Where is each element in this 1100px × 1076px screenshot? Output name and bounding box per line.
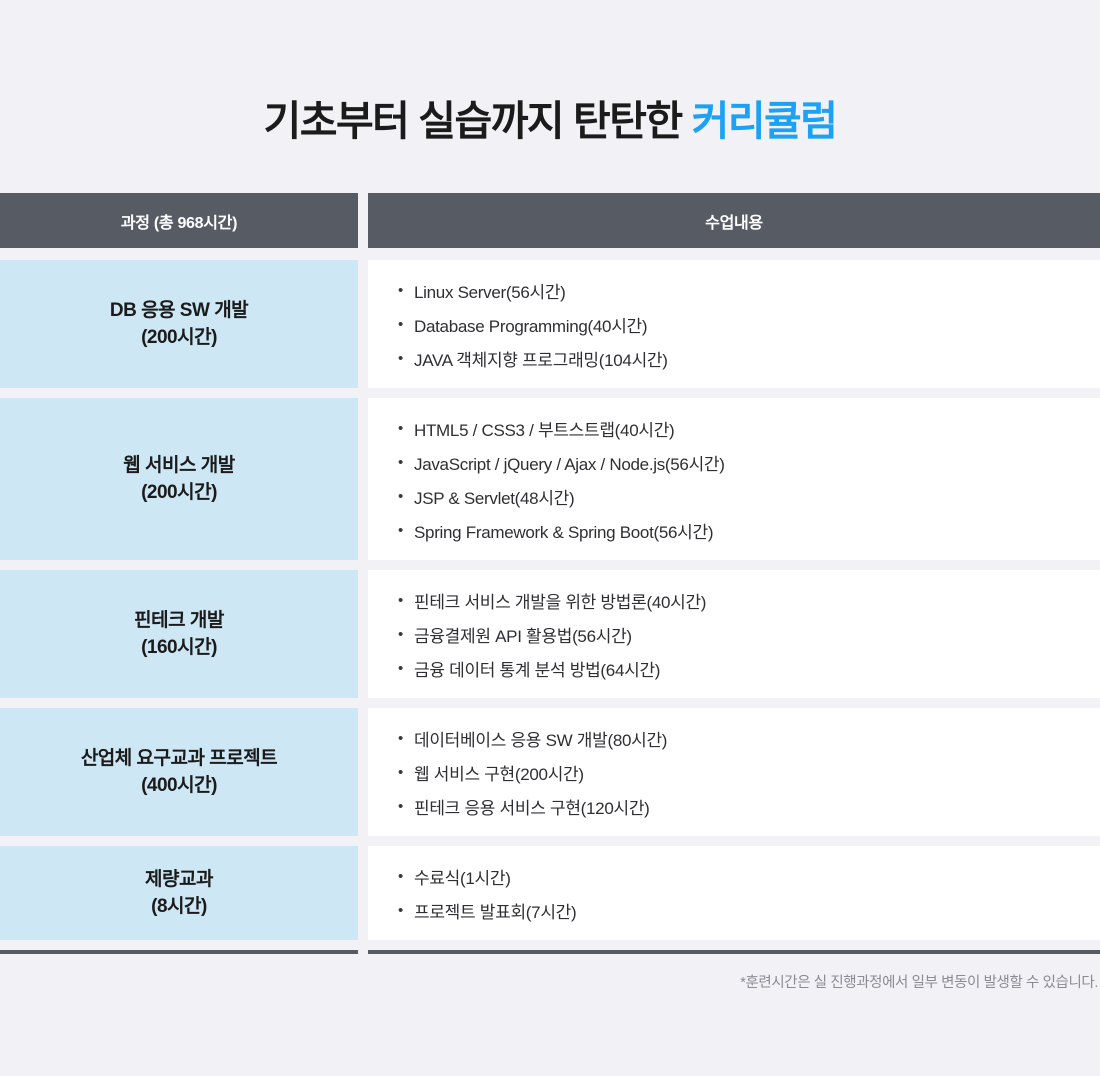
content-cell: • 수료식(1시간) • 프로젝트 발표회(7시간) — [368, 846, 1100, 940]
curriculum-item-label: 수료식(1시간) — [414, 868, 511, 888]
course-name: 산업체 요구교과 프로젝트 — [80, 748, 278, 769]
table-row: 제량교과 (8시간) • 수료식(1시간) • 프로젝트 발표회(7시간) — [0, 846, 1100, 940]
content-column-header: 수업내용 — [368, 193, 1100, 248]
bullet-icon: • — [398, 487, 403, 505]
course-cell: 웹 서비스 개발 (200시간) — [0, 398, 358, 560]
curriculum-item-label: JSP & Servlet(48시간) — [414, 488, 575, 508]
bullet-icon: • — [398, 625, 403, 643]
course-cell: 핀테크 개발 (160시간) — [0, 570, 358, 698]
curriculum-item-label: JAVA 객체지향 프로그래밍(104시간) — [414, 350, 668, 370]
course-hours: (8시간) — [151, 896, 207, 917]
bullet-icon: • — [398, 419, 403, 437]
course-name: 핀테크 개발 — [134, 610, 224, 631]
curriculum-item: • Spring Framework & Spring Boot(56시간) — [398, 513, 1080, 547]
content-cell: • Linux Server(56시간) • Database Programming… — [368, 260, 1100, 388]
curriculum-item: • 핀테크 응용 서비스 구현(120시간) — [398, 789, 1080, 823]
training-hours-footnote: *훈련시간은 실 진행과정에서 일부 변동이 발생할 수 있습니다. — [740, 975, 1098, 991]
bullet-icon: • — [398, 659, 403, 677]
curriculum-item-list: • Linux Server(56시간) • Database Programming… — [398, 273, 1080, 375]
curriculum-item: • JSP & Servlet(48시간) — [398, 479, 1080, 513]
table-row: 핀테크 개발 (160시간) • 핀테크 서비스 개발을 위한 방법론(40시간)… — [0, 570, 1100, 698]
curriculum-item-list: • 데이터베이스 응용 SW 개발(80시간) • 웹 서비스 구현(200시간) • 핀… — [398, 721, 1080, 823]
course-hours: (200시간) — [141, 327, 217, 348]
table-bottom-divider — [0, 950, 1100, 954]
curriculum-item-label: Spring Framework & Spring Boot(56시간) — [414, 522, 714, 542]
bullet-icon: • — [398, 349, 403, 367]
table-body: DB 응용 SW 개발 (200시간) • Linux Server(56시간) •… — [0, 260, 1100, 940]
table-row: DB 응용 SW 개발 (200시간) • Linux Server(56시간) •… — [0, 260, 1100, 388]
curriculum-item-list: • HTML5 / CSS3 / 부트스트랩(40시간) • JavaScript /… — [398, 411, 1080, 547]
curriculum-item: • JAVA 객체지향 프로그래밍(104시간) — [398, 341, 1080, 375]
curriculum-item-label: Linux Server(56시간) — [414, 282, 566, 302]
content-cell: • 핀테크 서비스 개발을 위한 방법론(40시간) • 금융결제원 API 활용법(… — [368, 570, 1100, 698]
page-title: 기초부터 실습까지 탄탄한 커리큘럼 — [0, 0, 1100, 144]
curriculum-item: • 프로젝트 발표회(7시간) — [398, 893, 1080, 927]
curriculum-item-label: 프로젝트 발표회(7시간) — [414, 902, 577, 922]
curriculum-item-list: • 수료식(1시간) • 프로젝트 발표회(7시간) — [398, 859, 1080, 927]
curriculum-item: • 수료식(1시간) — [398, 859, 1080, 893]
curriculum-item-label: 웹 서비스 구현(200시간) — [414, 764, 584, 784]
bullet-icon: • — [398, 521, 403, 539]
curriculum-item-label: 데이터베이스 응용 SW 개발(80시간) — [414, 730, 668, 750]
curriculum-item: • 핀테크 서비스 개발을 위한 방법론(40시간) — [398, 583, 1080, 617]
page-title-prefix: 기초부터 실습까지 탄탄한 — [263, 98, 692, 144]
curriculum-item: • 금융결제원 API 활용법(56시간) — [398, 617, 1080, 651]
curriculum-table: 과정 (총 968시간) 수업내용 DB 응용 SW 개발 (200시간) • L… — [0, 193, 1100, 954]
content-cell: • 데이터베이스 응용 SW 개발(80시간) • 웹 서비스 구현(200시간) • 핀… — [368, 708, 1100, 836]
course-cell: 산업체 요구교과 프로젝트 (400시간) — [0, 708, 358, 836]
divider-right-segment — [368, 950, 1100, 954]
curriculum-item-label: Database Programming(40시간) — [414, 316, 648, 336]
curriculum-item: • Database Programming(40시간) — [398, 307, 1080, 341]
table-row: 웹 서비스 개발 (200시간) • HTML5 / CSS3 / 부트스트랩(4… — [0, 398, 1100, 560]
course-column-header: 과정 (총 968시간) — [0, 193, 358, 248]
content-cell: • HTML5 / CSS3 / 부트스트랩(40시간) • JavaScript /… — [368, 398, 1100, 560]
curriculum-item-label: 핀테크 응용 서비스 구현(120시간) — [414, 798, 650, 818]
course-name: 제량교과 — [145, 869, 213, 890]
course-hours: (400시간) — [141, 775, 217, 796]
course-hours: (160시간) — [141, 637, 217, 658]
bullet-icon: • — [398, 763, 403, 781]
bullet-icon: • — [398, 281, 403, 299]
table-header-row: 과정 (총 968시간) 수업내용 — [0, 193, 1100, 248]
curriculum-item-label: JavaScript / jQuery / Ajax / Node.js(56시… — [414, 454, 725, 474]
curriculum-item-label: 금융결제원 API 활용법(56시간) — [414, 626, 632, 646]
curriculum-item-list: • 핀테크 서비스 개발을 위한 방법론(40시간) • 금융결제원 API 활용법(… — [398, 583, 1080, 685]
page-title-highlight: 커리큘럼 — [691, 98, 838, 144]
curriculum-item: • 금융 데이터 통계 분석 방법(64시간) — [398, 651, 1080, 685]
bullet-icon: • — [398, 729, 403, 747]
bullet-icon: • — [398, 867, 403, 885]
bullet-icon: • — [398, 901, 403, 919]
curriculum-item: • JavaScript / jQuery / Ajax / Node.js(56… — [398, 445, 1080, 479]
bullet-icon: • — [398, 797, 403, 815]
course-hours: (200시간) — [141, 482, 217, 503]
course-cell: DB 응용 SW 개발 (200시간) — [0, 260, 358, 388]
bullet-icon: • — [398, 591, 403, 609]
curriculum-item: • HTML5 / CSS3 / 부트스트랩(40시간) — [398, 411, 1080, 445]
divider-left-segment — [0, 950, 358, 954]
curriculum-item-label: 금융 데이터 통계 분석 방법(64시간) — [414, 660, 661, 680]
curriculum-item-label: 핀테크 서비스 개발을 위한 방법론(40시간) — [414, 592, 707, 612]
curriculum-item: • Linux Server(56시간) — [398, 273, 1080, 307]
course-name: DB 응용 SW 개발 — [109, 300, 249, 321]
bullet-icon: • — [398, 453, 403, 471]
course-cell: 제량교과 (8시간) — [0, 846, 358, 940]
course-name: 웹 서비스 개발 — [123, 455, 235, 476]
table-row: 산업체 요구교과 프로젝트 (400시간) • 데이터베이스 응용 SW 개발(8… — [0, 708, 1100, 836]
curriculum-item-label: HTML5 / CSS3 / 부트스트랩(40시간) — [414, 420, 675, 440]
curriculum-item: • 웹 서비스 구현(200시간) — [398, 755, 1080, 789]
bullet-icon: • — [398, 315, 403, 333]
curriculum-item: • 데이터베이스 응용 SW 개발(80시간) — [398, 721, 1080, 755]
